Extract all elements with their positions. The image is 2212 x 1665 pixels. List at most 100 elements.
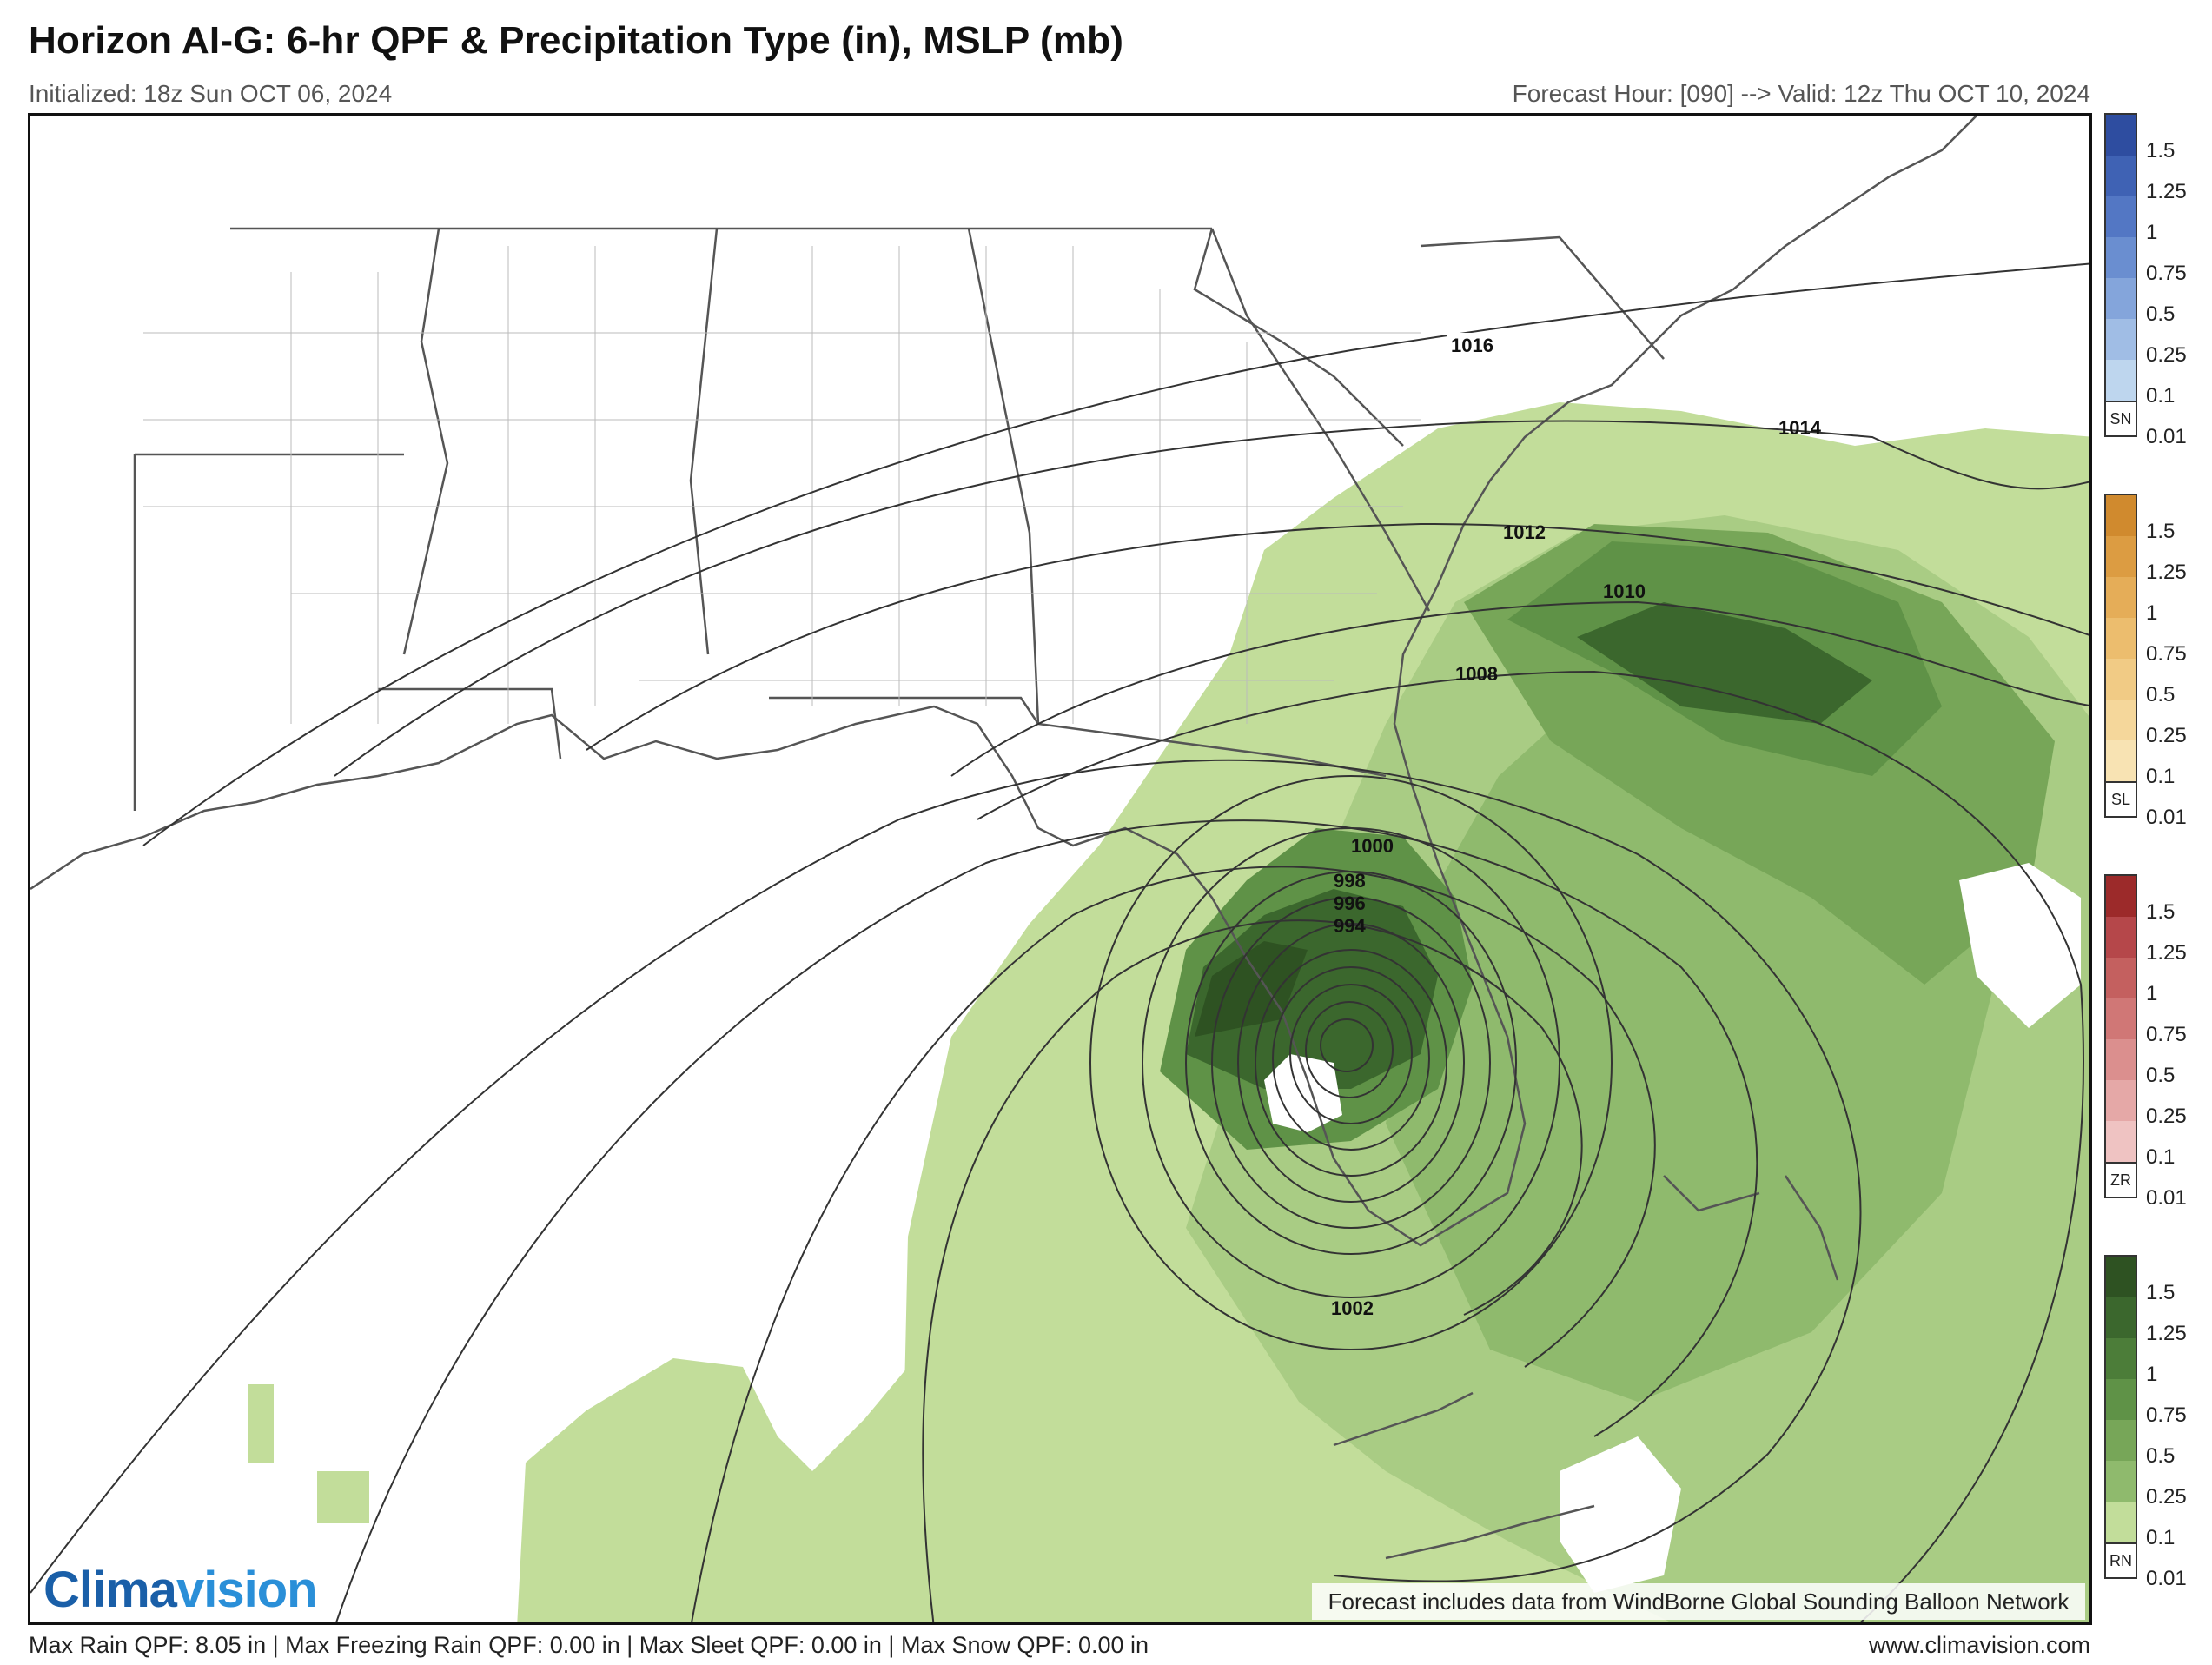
isobar-outer-c [691, 866, 1656, 1622]
border-ga-sc [1210, 228, 1431, 612]
legend-tick: 1.25 [2146, 180, 2187, 203]
legend-swatch [2106, 700, 2136, 740]
legend-tick: 0.25 [2146, 724, 2187, 747]
legend-tick: 1.25 [2146, 941, 2187, 965]
bahamas-2 [1784, 1175, 1839, 1281]
isobar-1000 [1142, 827, 1560, 1298]
legend-tick: 0.5 [2146, 1064, 2176, 1087]
legend-swatch [2106, 917, 2136, 958]
legend-sleet: SL [2104, 494, 2137, 818]
legend-swatch [2106, 577, 2136, 618]
legend-code-snow: SN [2106, 401, 2136, 435]
legend-swatch [2106, 278, 2136, 319]
isobar-label-998: 998 [1334, 870, 1366, 892]
legend-rain: RN [2104, 1255, 2137, 1579]
climavision-logo: Climavision [43, 1562, 318, 1618]
isobar-992 [1255, 949, 1447, 1177]
precip-core [1186, 889, 1438, 1089]
dry-south-1 [1560, 1436, 1681, 1593]
coastline-gulf [30, 116, 1977, 1247]
isobars [30, 262, 2089, 1622]
legend-tick: 1.5 [2146, 900, 2176, 924]
precip-light-west [517, 1358, 908, 1622]
legend-tick: 1 [2146, 1363, 2158, 1386]
legend-swatch [2106, 1039, 2136, 1080]
legend-tick: 0.01 [2146, 425, 2187, 448]
legend-tick: 0.25 [2146, 343, 2187, 367]
legend-swatch [2106, 1379, 2136, 1420]
legend-tick: 1.25 [2146, 561, 2187, 584]
legend-tick: 1 [2146, 982, 2158, 1005]
isobar-label-994: 994 [1334, 915, 1366, 937]
legend-tick: 0.1 [2146, 384, 2176, 408]
legend-swatch [2106, 319, 2136, 360]
precip-core-max [1195, 941, 1308, 1037]
legend-swatch [2106, 998, 2136, 1039]
legend-swatch [2106, 1121, 2136, 1162]
legend-tick: 0.5 [2146, 683, 2176, 706]
data-credit: Forecast includes data from WindBorne Gl… [1312, 1583, 2085, 1620]
chart-title: Horizon AI-G: 6-hr QPF & Precipitation T… [29, 19, 1124, 62]
border-ms-la [402, 228, 449, 655]
precip-light-patch [317, 1471, 369, 1523]
legend-swatch [2106, 156, 2136, 196]
isobar-1002 [1089, 775, 1613, 1350]
legend-swatch [2106, 1338, 2136, 1379]
legend-code-rain: RN [2106, 1542, 2136, 1577]
isobar-label-1014: 1014 [1778, 417, 1822, 439]
border-al-ga [967, 228, 1040, 725]
legend-swatch [2106, 1080, 2136, 1121]
legend-tick: 0.1 [2146, 1526, 2176, 1549]
isobar-1012 [586, 522, 2089, 751]
isobar-986 [1305, 1001, 1394, 1098]
legend-tick: 0.75 [2146, 262, 2187, 285]
legend-tick: 1 [2146, 221, 2158, 244]
isobar-1016 [142, 262, 2089, 846]
website-link[interactable]: www.climavision.com [1868, 1632, 2090, 1658]
legend-tick: 1.25 [2146, 1322, 2187, 1345]
isobar-988 [1289, 984, 1413, 1124]
max-qpf-summary: Max Rain QPF: 8.05 in | Max Freezing Rai… [29, 1632, 1149, 1658]
precip-light-patch [248, 1384, 274, 1463]
legend-tick: 0.01 [2146, 1567, 2187, 1590]
legend-tick: 0.75 [2146, 1023, 2187, 1046]
legend-code-sleet: SL [2106, 781, 2136, 816]
legend-tick: 1 [2146, 601, 2158, 625]
legend-tick: 0.75 [2146, 1403, 2187, 1427]
isobar-outer-b [335, 819, 1758, 1622]
precip-shading [248, 402, 2089, 1622]
legend-tick: 0.25 [2146, 1104, 2187, 1128]
isobar-label-1000: 1000 [1351, 835, 1394, 857]
legend-snow: SN [2104, 113, 2137, 437]
legend-swatch [2106, 618, 2136, 659]
legend-tick: 0.5 [2146, 1444, 2176, 1468]
legend-swatch [2106, 237, 2136, 278]
legend-tick: 0.75 [2146, 642, 2187, 666]
init-time: Initialized: 18z Sun OCT 06, 2024 [29, 80, 393, 107]
legend-freezing-rain: ZR [2104, 874, 2137, 1198]
legend-swatch [2106, 360, 2136, 401]
border-ms-al [689, 228, 719, 655]
legend-swatch [2106, 958, 2136, 998]
isobar-label-1008: 1008 [1455, 663, 1498, 685]
legend-tick: 1.5 [2146, 139, 2176, 163]
isobar-998 [1185, 871, 1517, 1255]
legend-swatch [2106, 196, 2136, 237]
dry-east-1 [1959, 863, 2081, 1028]
legend-swatch [2106, 1297, 2136, 1338]
legend-swatch [2106, 1461, 2136, 1502]
map-canvas: 1016 1014 1012 1010 1008 1002 1000 998 9… [30, 116, 2089, 1622]
isobar-label-996: 996 [1334, 892, 1366, 914]
border-nc [1420, 235, 1665, 360]
dry-slot [1264, 1054, 1342, 1132]
isobar-1010 [950, 600, 2089, 777]
legend-swatch [2106, 115, 2136, 156]
bahamas-1 [1663, 1175, 1760, 1212]
legend-swatch [2106, 740, 2136, 781]
isobar-996 [1211, 897, 1491, 1229]
legend-code-freezing-rain: ZR [2106, 1162, 2136, 1197]
cuba [1385, 1504, 1595, 1560]
isobar-1008 [977, 670, 2084, 1622]
isobar-994 [1237, 923, 1465, 1203]
isobar-label-1012: 1012 [1503, 521, 1546, 543]
